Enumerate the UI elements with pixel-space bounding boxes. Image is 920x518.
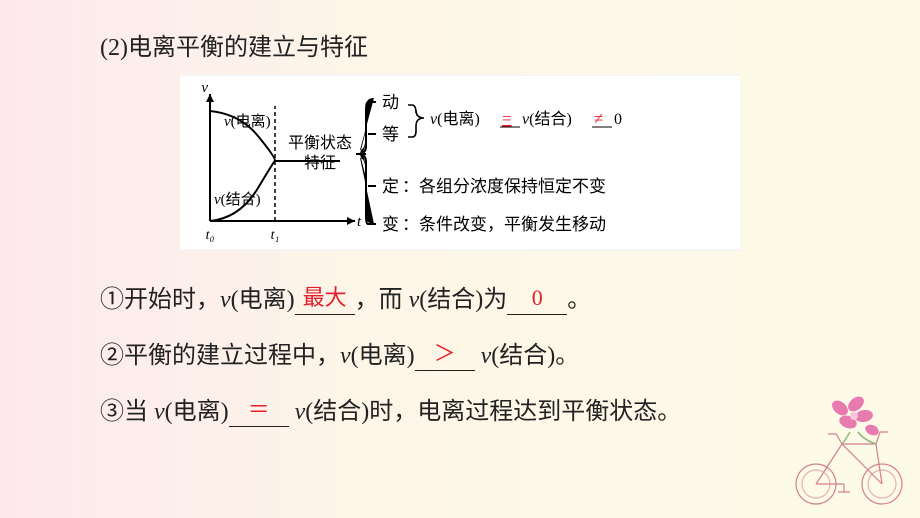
l1-v-com: v (409, 287, 420, 313)
l1-v-ion: v (220, 287, 231, 313)
svg-text:=: = (502, 109, 512, 128)
l2-v-com: v (481, 343, 492, 369)
bicycle-decoration-icon (784, 392, 914, 512)
l3-v-ion: v (154, 399, 165, 425)
l2-v-ion: v (340, 343, 351, 369)
section-title: (2)电离平衡的建立与特征 (100, 27, 820, 62)
svg-text:平衡状态: 平衡状态 (288, 134, 352, 152)
svg-text:t₁: t₁ (271, 228, 280, 243)
l1-ans1: 最大 (297, 285, 353, 310)
svg-text:v(结合): v(结合) (214, 191, 261, 208)
l2-v-com-p: (结合)。 (491, 343, 579, 369)
l1-ans2: 0 (526, 285, 549, 310)
l2-v-ion-p: (电离) (351, 343, 415, 369)
l1-pre: ①开始时， (100, 287, 220, 313)
svg-text:变: 变 (382, 215, 399, 234)
l1-v-com-p: (结合)为 (419, 287, 507, 313)
line-3: ③当 v(电离)＝ v(结合)时，电离过程达到平衡状态。 (100, 391, 820, 427)
line-1: ①开始时，v(电离)最大，而 v(结合)为0。 (100, 279, 820, 315)
l2-blank: ＞ (415, 338, 475, 371)
l1-v-ion-p: (电离) (231, 287, 295, 313)
l3-pre: ③当 (100, 399, 154, 425)
l1-blank1: 最大 (295, 282, 355, 315)
svg-text:v(结合): v(结合) (522, 110, 572, 128)
l2-pre: ②平衡的建立过程中， (100, 343, 340, 369)
l1-end: 。 (567, 287, 591, 313)
svg-text:：各组分浓度保持恒定不变: ：各组分浓度保持恒定不变 (402, 177, 606, 196)
line-2: ②平衡的建立过程中，v(电离)＞ v(结合)。 (100, 335, 820, 371)
svg-text:等: 等 (382, 125, 399, 144)
svg-text:定: 定 (382, 177, 399, 196)
svg-text:0: 0 (614, 111, 622, 128)
l3-v-com-p: (结合)时，电离过程达到平衡状态。 (305, 399, 681, 425)
svg-text:v: v (201, 80, 208, 96)
svg-text:v(电离): v(电离) (224, 113, 271, 130)
l3-v-ion-p: (电离) (165, 399, 229, 425)
svg-text:：条件改变，平衡发生移动: ：条件改变，平衡发生移动 (402, 215, 606, 234)
svg-text:v(电离): v(电离) (430, 110, 480, 128)
l2-ans: ＞ (428, 341, 462, 366)
l1-blank2: 0 (507, 287, 567, 315)
svg-text:动: 动 (382, 93, 399, 112)
svg-text:t₀: t₀ (206, 228, 215, 243)
equilibrium-diagram: vtt₀t₁v(电离)v(结合)平衡状态特征动等v(电离)=v(结合)≠0定：各… (180, 74, 740, 251)
svg-text:特征: 特征 (304, 154, 336, 172)
l1-mid: ，而 (355, 287, 409, 313)
l3-blank: ＝ (229, 394, 289, 427)
svg-text:≠: ≠ (594, 109, 603, 128)
l3-ans: ＝ (242, 397, 276, 422)
l3-v-com: v (295, 399, 306, 425)
